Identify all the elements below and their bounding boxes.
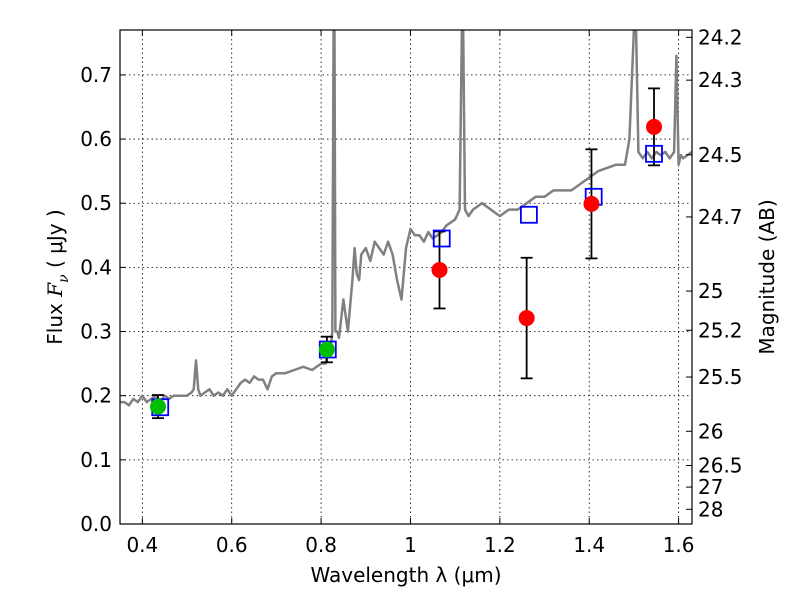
magnitude-tick-label: 26	[698, 419, 723, 443]
y-tick-label: 0.3	[80, 320, 112, 344]
red-point-marker	[646, 118, 663, 135]
y-tick-label: 0.1	[80, 448, 112, 472]
axis-ticks: 0.4 0.6 0.8 1 1.2 1.4 1.6 0.0 0.1 0.2 0.3 0.4 0.5 0.6…	[80, 25, 742, 557]
x-tick-label: 1.6	[663, 533, 695, 557]
y-axis-title: Flux Fν ( μJy )	[43, 209, 72, 344]
magnitude-tick-label: 26.5	[698, 453, 743, 477]
model-square-marker	[432, 229, 451, 248]
y2-axis-title: Magnitude (AB)	[755, 199, 779, 354]
magnitude-tick-label: 28	[698, 497, 723, 521]
model-square-marker	[645, 144, 663, 163]
x-tick-label: 1.4	[573, 533, 605, 557]
y-tick-label: 0.5	[80, 191, 112, 215]
magnitude-tick-label: 24.7	[698, 205, 743, 229]
magnitude-tick-label: 25.2	[698, 318, 743, 342]
magnitude-tick-label: 27	[698, 475, 723, 499]
x-tick-label: 1.2	[484, 533, 516, 557]
y-tick-label: 0.2	[80, 384, 112, 408]
magnitude-tick-label: 24.3	[698, 68, 743, 92]
x-tick-label: 0.4	[126, 533, 158, 557]
plot-area	[120, 30, 692, 420]
green-point-marker	[149, 398, 166, 415]
y-tick-label: 0.0	[80, 512, 112, 536]
x-tick-label: 1	[404, 533, 417, 557]
magnitude-tick-label: 24.5	[698, 143, 743, 167]
x-tick-label: 0.6	[216, 533, 248, 557]
y-axis-title-prefix: Flux	[43, 297, 67, 345]
x-tick-label: 0.8	[305, 533, 337, 557]
red-point-marker	[431, 261, 448, 278]
model-square-marker	[519, 205, 538, 224]
y-tick-label: 0.4	[80, 255, 112, 279]
magnitude-tick-label: 25.5	[698, 365, 743, 389]
grid-lines	[120, 30, 692, 525]
y-tick-label: 0.7	[80, 63, 112, 87]
plot-frame	[119, 29, 693, 525]
y-axis-title-variable: F	[43, 282, 67, 298]
magnitude-tick-label: 24.2	[698, 25, 743, 49]
green-point-marker	[318, 341, 335, 358]
red-point-marker	[583, 195, 600, 212]
y-axis-title-suffix: ( μJy )	[43, 209, 67, 274]
magnitude-tick-label: 25	[698, 279, 723, 303]
x-axis-title: Wavelength λ (μm)	[310, 563, 501, 587]
red-point-marker	[518, 310, 535, 327]
y-axis-title-subscript: ν	[56, 274, 72, 283]
y-tick-label: 0.6	[80, 127, 112, 151]
spectrum-line	[120, 30, 692, 407]
